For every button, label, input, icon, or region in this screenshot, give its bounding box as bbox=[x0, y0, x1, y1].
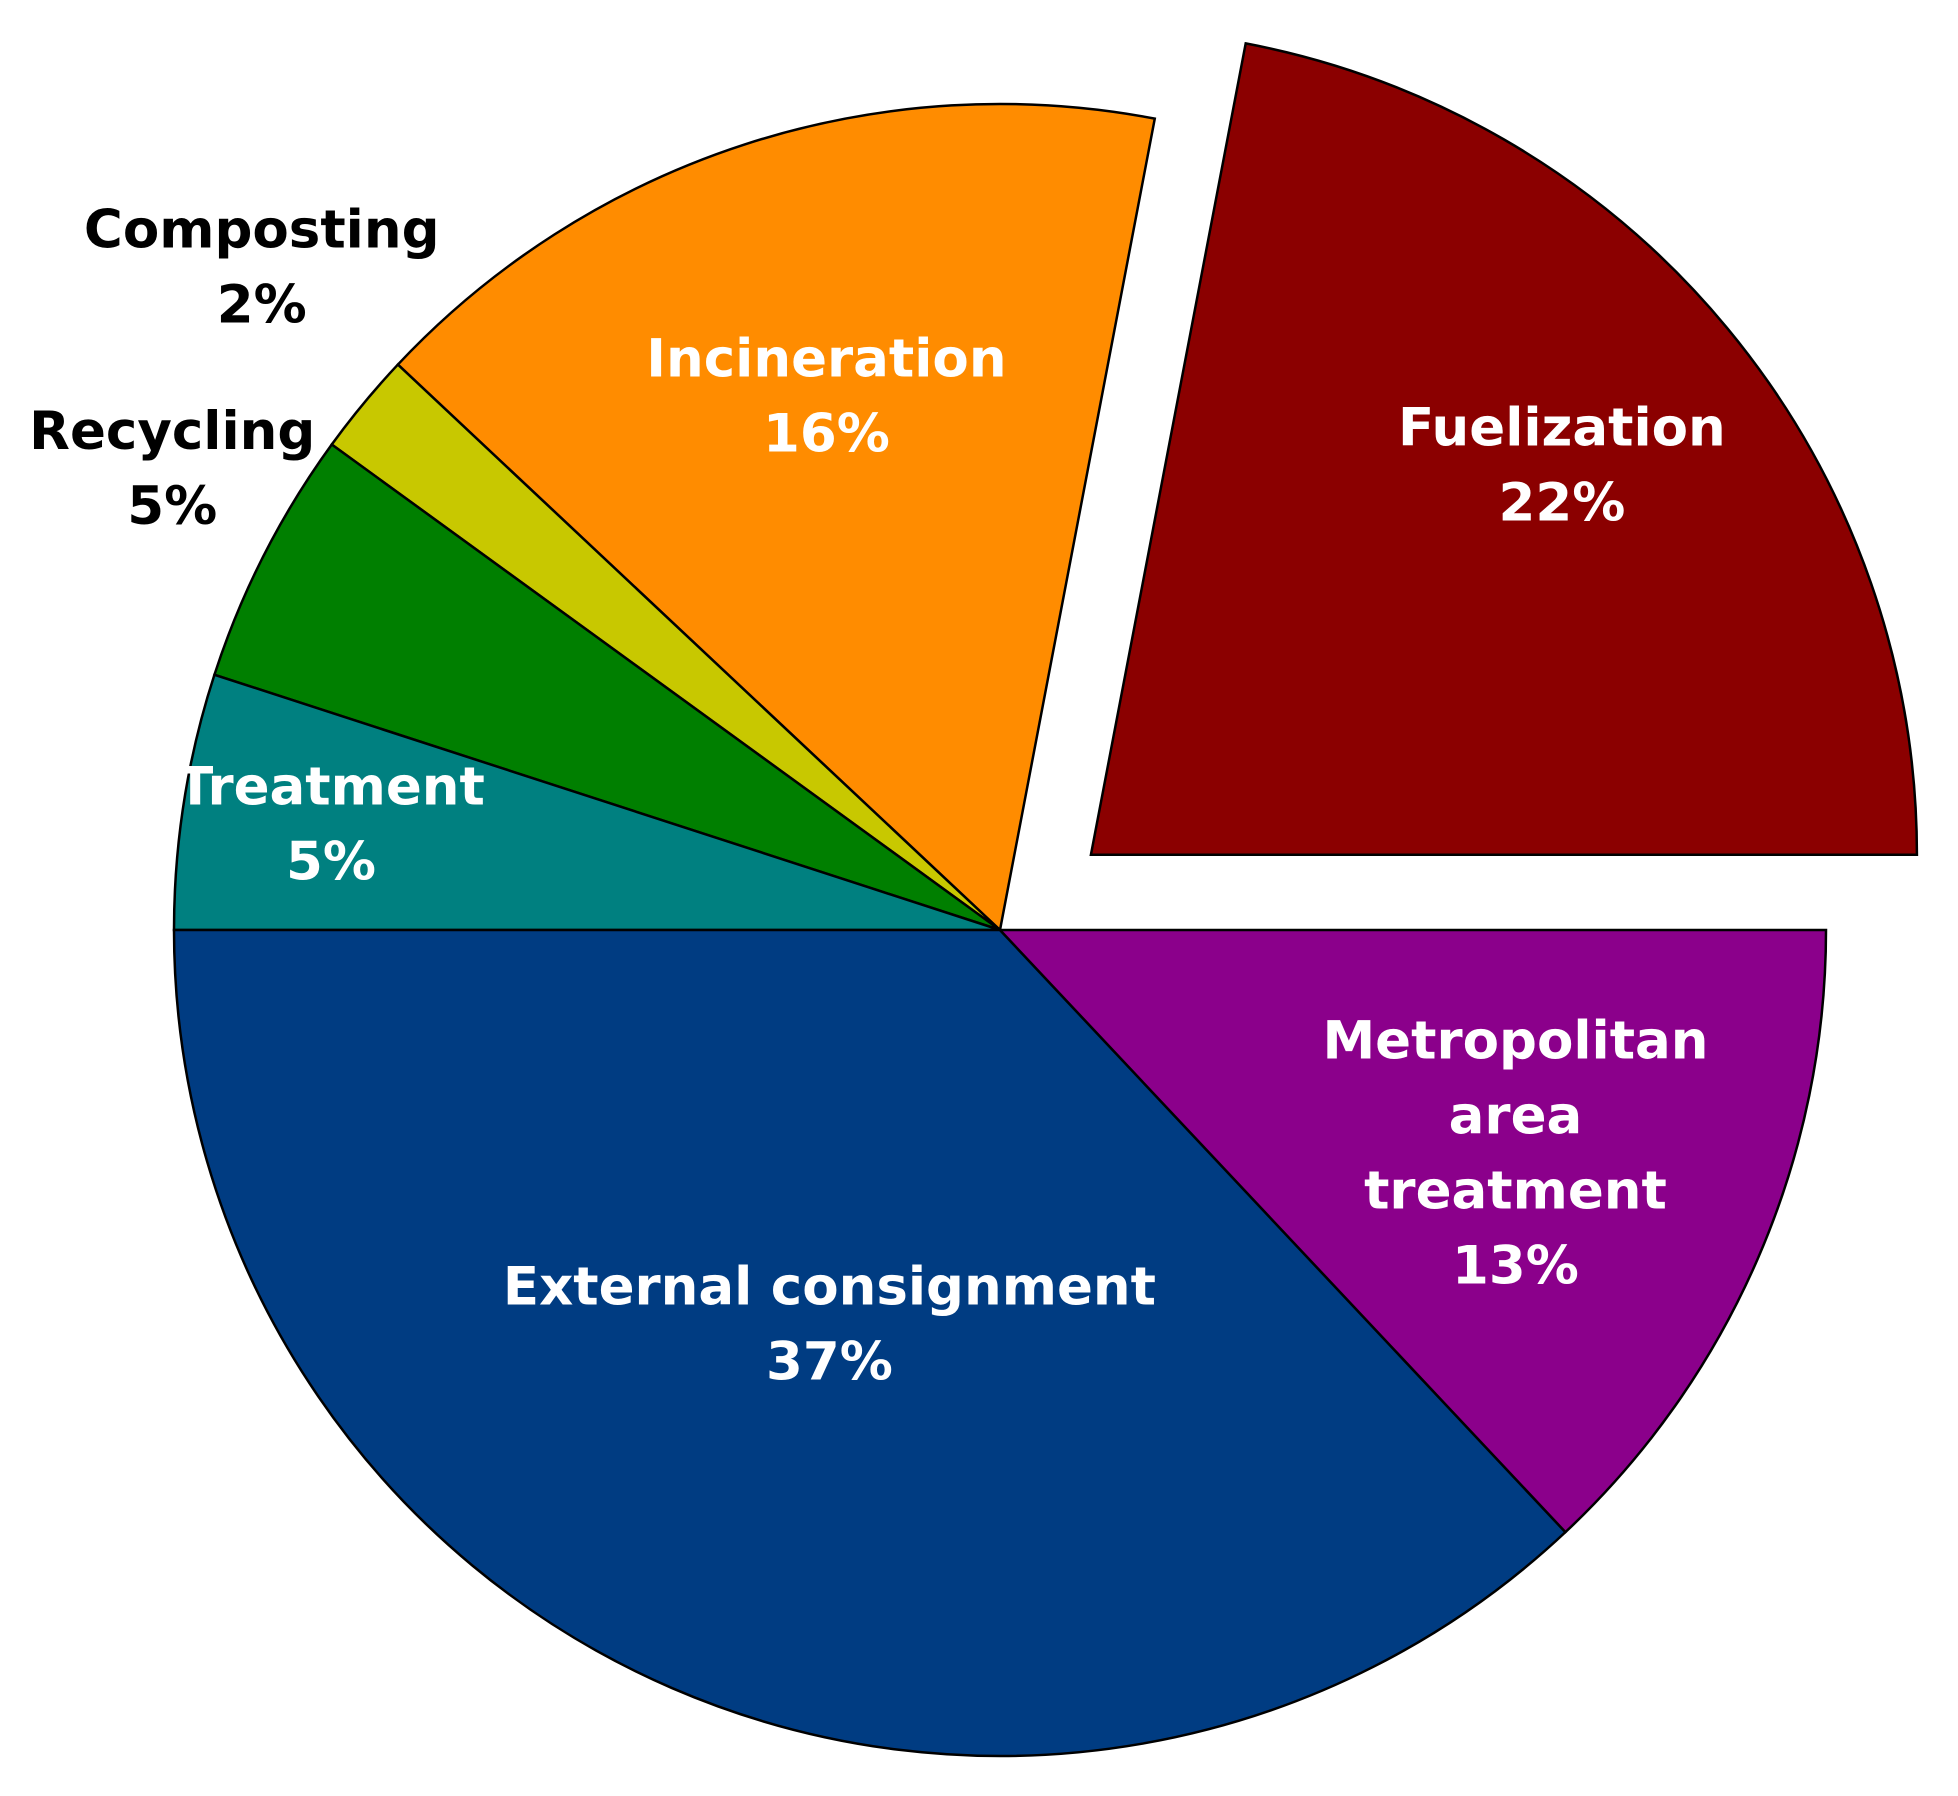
slice-metropolitan-area-treatment bbox=[997, 928, 1828, 1534]
slice-label-composting: Composting 2% bbox=[84, 200, 440, 336]
slice-name-label: area bbox=[1449, 1086, 1583, 1147]
slice-label-external-consignment: External consignment 37% bbox=[503, 1257, 1156, 1393]
slice-name-label: Recycling bbox=[29, 401, 315, 462]
slice-value-label: 2% bbox=[217, 275, 307, 336]
slice-value-label: 5% bbox=[286, 832, 376, 893]
slice-name-label: External consignment bbox=[503, 1257, 1156, 1318]
slice-name-label: treatment bbox=[1364, 1161, 1667, 1222]
slice-label-incineration: Incineration 16% bbox=[646, 328, 1006, 464]
slice-name-label: Incineration bbox=[646, 328, 1006, 389]
slice-value-label: 5% bbox=[127, 476, 217, 537]
slice-label-recycling: Recycling 5% bbox=[29, 401, 315, 537]
slice-value-label: 16% bbox=[763, 403, 890, 464]
slice-treatment bbox=[172, 673, 1001, 932]
slice-external-consignment bbox=[172, 928, 1568, 1758]
slice-name-label: Metropolitan bbox=[1322, 1011, 1708, 1072]
slice-name-label: Fuelization bbox=[1398, 398, 1726, 459]
slice-label-fuelization: Fuelization 22% bbox=[1398, 398, 1726, 534]
slices-layer bbox=[172, 41, 1919, 1758]
labels-layer: Fuelization 22% Incineration 16% Composting 2… bbox=[29, 200, 1726, 1393]
slice-value-label: 37% bbox=[766, 1332, 893, 1393]
slice-label-treatment: Treatment 5% bbox=[177, 757, 485, 893]
slice-name-label: Composting bbox=[84, 200, 440, 261]
slice-label-metropolitan-area-treatment: Metropolitan area treatment 13% bbox=[1322, 1011, 1708, 1297]
slice-value-label: 13% bbox=[1452, 1236, 1579, 1297]
slice-incineration bbox=[396, 102, 1157, 933]
slice-recycling bbox=[212, 442, 1001, 932]
slice-name-label: Treatment bbox=[177, 757, 485, 818]
slice-fuelization bbox=[1089, 41, 1919, 857]
slice-value-label: 22% bbox=[1498, 473, 1625, 534]
